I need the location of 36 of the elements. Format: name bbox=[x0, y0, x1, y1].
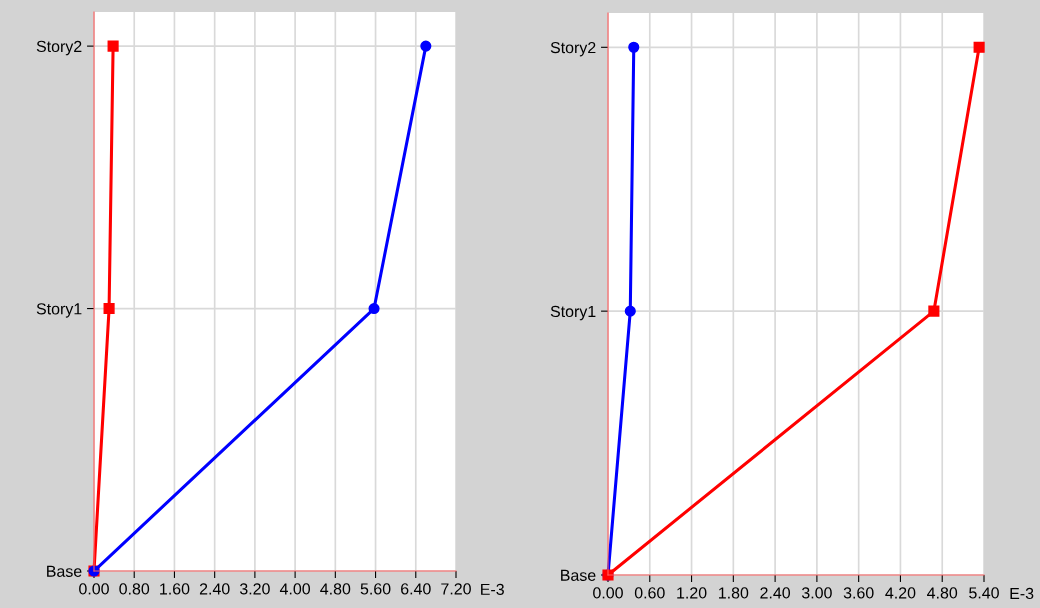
x-tick-label: 4.20 bbox=[885, 587, 916, 599]
point bbox=[928, 305, 940, 317]
x-tick-label: 3.00 bbox=[801, 587, 832, 599]
point bbox=[973, 41, 985, 53]
x-tick-label: 4.80 bbox=[320, 583, 351, 595]
y-tick-label: Story2 bbox=[36, 40, 82, 56]
point bbox=[628, 41, 640, 53]
x-tick-label: 0.80 bbox=[119, 583, 150, 595]
x-tick-label: 5.40 bbox=[969, 587, 999, 599]
point bbox=[103, 303, 115, 315]
y-tick-label: Base bbox=[561, 569, 596, 581]
y-tick-label: Base bbox=[47, 565, 82, 577]
x-tick-label: 3.20 bbox=[239, 583, 270, 595]
x-tick-label: 4.80 bbox=[927, 587, 958, 599]
point bbox=[420, 40, 432, 52]
x-tick-label: 7.20 bbox=[441, 583, 471, 595]
x-tick-label: 3.60 bbox=[843, 587, 874, 599]
y-tick-label: Story1 bbox=[36, 303, 82, 318]
x-tick-label: 4.00 bbox=[279, 583, 311, 595]
x-tick-label: 0.60 bbox=[634, 587, 665, 599]
y-tick-label: Story1 bbox=[550, 305, 596, 321]
x-tick-label: 1.60 bbox=[160, 583, 190, 595]
x-tick-label: 0.00 bbox=[79, 583, 109, 595]
x-tick-label: 6.40 bbox=[401, 583, 431, 595]
x-tick-label: 1.80 bbox=[719, 587, 749, 599]
point bbox=[107, 40, 119, 52]
x-tick-label: 2.40 bbox=[199, 583, 230, 595]
point bbox=[624, 305, 636, 317]
x-axis-title: E-3 bbox=[1010, 587, 1034, 600]
y-tick-label: Story2 bbox=[550, 41, 596, 57]
x-tick-label: 2.40 bbox=[760, 587, 791, 599]
x-axis-title: E-3 bbox=[481, 583, 504, 596]
x-tick-label: 5.60 bbox=[360, 583, 391, 595]
x-tick-label: 1.20 bbox=[677, 587, 707, 599]
x-tick-label: 0.00 bbox=[593, 587, 623, 599]
point bbox=[368, 303, 380, 315]
